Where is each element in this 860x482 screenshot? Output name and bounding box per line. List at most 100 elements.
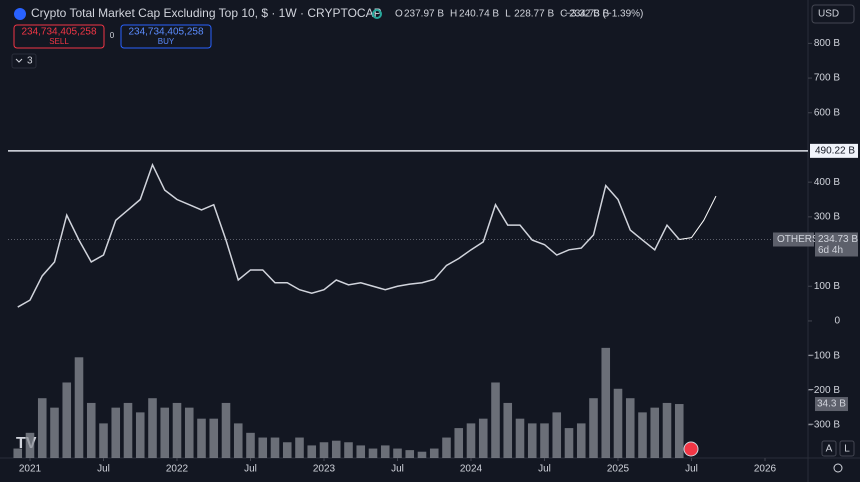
volume-bar <box>589 398 598 458</box>
volume-bar <box>503 402 513 458</box>
buy-button[interactable] <box>120 24 212 49</box>
flag-icon <box>683 441 699 457</box>
ohlc-value: 240.74 B <box>459 9 499 20</box>
volume-bar <box>160 407 170 458</box>
series-label-bg <box>773 232 814 247</box>
volume-bar <box>368 448 378 458</box>
volume-bar <box>466 423 476 458</box>
sell-price[interactable]: 234,734,405,258 <box>21 27 97 38</box>
volume-bar <box>491 382 500 458</box>
price-line-series <box>17 162 680 308</box>
volume-bar <box>62 382 72 458</box>
x-tick-label: Jul <box>97 464 110 475</box>
hline-label-bg <box>810 143 858 158</box>
y-tick-label: 300 B <box>814 211 840 222</box>
ohlc-value: 228.77 B <box>514 9 554 20</box>
change: −3.32 B (−1.39%) <box>565 9 643 20</box>
x-tick-label: Jul <box>244 464 257 475</box>
volume-bar <box>13 448 23 458</box>
ohlc-key: C <box>560 9 567 20</box>
ohlc-value: 237.97 B <box>404 9 444 20</box>
x-tick-label: 2021 <box>19 464 42 475</box>
volume-bar <box>380 445 390 458</box>
volume-bar <box>429 448 439 458</box>
x-tick-label: 2023 <box>313 464 336 475</box>
volume-bar <box>209 418 219 458</box>
volume-bar <box>478 418 488 458</box>
volume-bar <box>344 442 353 458</box>
y-tick-label: 400 B <box>814 177 840 188</box>
volume-bar <box>111 407 121 458</box>
volume-label-bg <box>815 397 848 412</box>
last-price-label: 234.73 B <box>818 234 858 245</box>
auto-label[interactable]: A <box>826 444 833 455</box>
y-tick-label: 600 B <box>814 107 840 118</box>
status-dot <box>372 9 382 19</box>
ohlc: O 237.97 B H 240.74 B L 228.77 B C 234.73 B <box>395 9 610 20</box>
volume-bar <box>564 428 574 458</box>
last-price-bg <box>815 232 858 257</box>
volume-label: 34.3 B <box>817 399 846 410</box>
ohlc-key: H <box>450 9 457 20</box>
volume-bar <box>601 347 611 458</box>
volume-bar <box>417 451 427 458</box>
volume-bar <box>86 402 96 458</box>
settings-icon[interactable] <box>833 463 843 473</box>
symbol-icon <box>14 8 26 20</box>
volume-bar <box>307 445 317 458</box>
log-label[interactable]: L <box>844 444 850 455</box>
log-button[interactable] <box>839 440 855 457</box>
volume-bar <box>37 398 47 458</box>
chart-title: Crypto Total Market Cap Excluding Top 10… <box>31 6 382 20</box>
x-tick-label: 2022 <box>166 464 189 475</box>
volume-bar <box>625 398 635 458</box>
volume-bar <box>221 402 231 458</box>
volume-bar <box>99 423 108 458</box>
y-tick-label: −200 B <box>808 385 840 396</box>
ohlc-key: L <box>505 9 511 20</box>
currency-button[interactable] <box>811 4 855 24</box>
buy-label[interactable]: BUY <box>158 37 175 46</box>
countdown: 6d 4h <box>818 245 843 256</box>
buy-price[interactable]: 234,734,405,258 <box>128 27 204 38</box>
volume-bar <box>442 437 451 458</box>
volume-bar <box>662 402 672 458</box>
volume-bar <box>135 412 145 458</box>
spread: 0 <box>110 31 115 40</box>
y-tick-label: 700 B <box>814 73 840 84</box>
volume-bar <box>674 404 684 458</box>
volume-bar <box>552 412 562 458</box>
volume-bar <box>405 450 415 458</box>
auto-button[interactable] <box>821 440 837 457</box>
volume-bar <box>331 440 341 458</box>
indicators-count[interactable]: 3 <box>27 56 33 67</box>
volume-bar <box>123 402 133 458</box>
volume-bar <box>172 402 182 458</box>
indicators-toggle[interactable] <box>11 53 37 69</box>
sell-button[interactable] <box>13 24 105 49</box>
y-tick-label: −300 B <box>808 420 840 431</box>
volume-bar <box>258 437 268 458</box>
volume-bar <box>184 407 194 458</box>
volume-bar <box>295 437 304 458</box>
volume-bar <box>650 407 660 458</box>
x-tick-label: 2026 <box>754 464 777 475</box>
x-tick-label: Jul <box>391 464 404 475</box>
volume-bar <box>233 423 243 458</box>
currency[interactable]: USD <box>818 9 839 20</box>
y-tick-label: 800 B <box>814 38 840 49</box>
sell-label[interactable]: SELL <box>49 37 69 46</box>
volume-bar <box>319 442 329 458</box>
volume-bar <box>270 437 280 458</box>
volume-bar <box>454 428 464 458</box>
volume-bar <box>540 423 549 458</box>
volume-bar <box>282 442 292 458</box>
volume-bar <box>356 445 366 458</box>
x-tick-label: 2024 <box>460 464 483 475</box>
chevron <box>15 58 23 63</box>
ohlc-value: 234.73 B <box>569 9 609 20</box>
projection <box>679 195 717 240</box>
volume-bar <box>638 412 647 458</box>
